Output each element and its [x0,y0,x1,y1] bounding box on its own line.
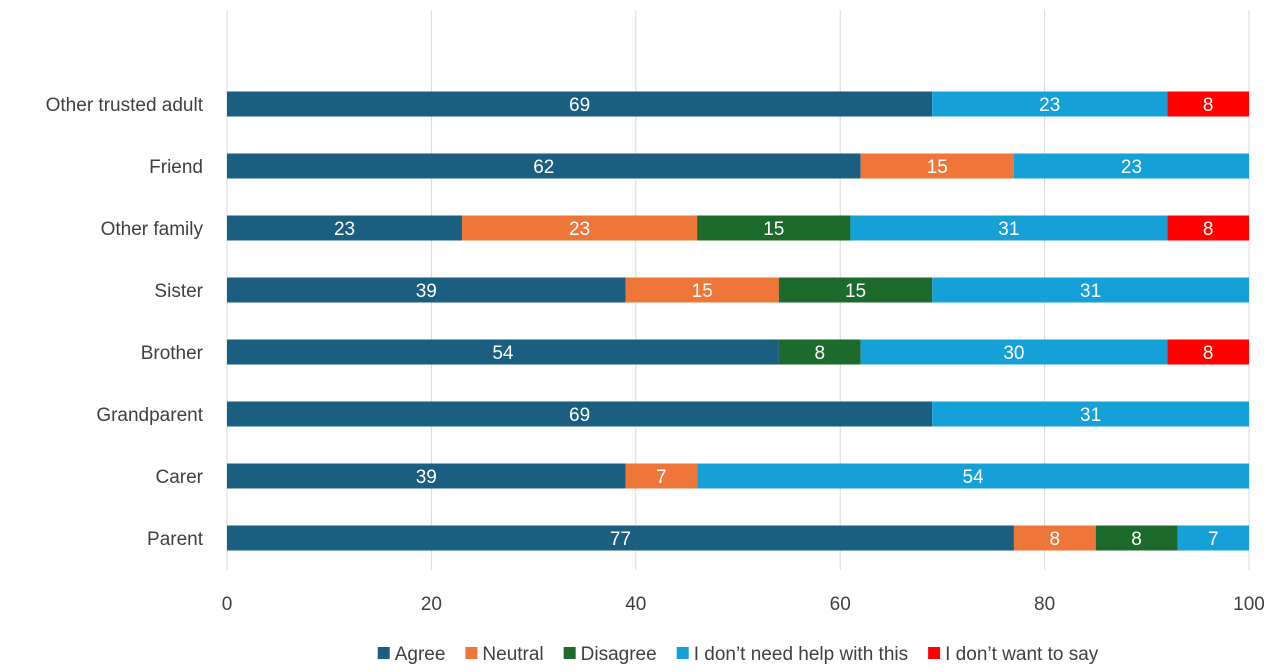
bar-segment [462,215,698,241]
data-label: 8 [814,343,825,364]
x-tick-label: 60 [830,594,851,615]
bar-segment [860,339,1168,365]
data-label: 31 [998,219,1019,240]
data-label: 23 [334,219,355,240]
bar-segment [227,401,933,427]
bar-segment [625,463,698,489]
legend-swatch [465,647,478,659]
bar-segment [1013,525,1096,551]
legend-swatch [377,647,390,659]
data-label: 8 [1050,529,1061,550]
data-label: 69 [569,405,590,426]
x-tick-label: 20 [421,594,442,615]
category-label: Friend [149,157,203,178]
data-label: 30 [1003,343,1024,364]
legend-label: I don’t need help with this [694,644,908,665]
bar-segment [778,339,861,365]
data-labels: 77 8 8 7 39 7 54 69 31 54 8 30 8 39 15 15 31 23 23 15 31 8 62 1… [334,95,1219,550]
bar-segment [932,91,1168,117]
data-label: 23 [1121,157,1142,178]
legend-label: Neutral [482,644,543,665]
bar-segment [227,91,933,117]
bars [227,91,1249,551]
bar-segment [778,277,933,303]
bar-segment [625,277,779,303]
data-label: 31 [1080,281,1101,302]
bar-segment [850,215,1168,241]
legend-item: Disagree [563,644,657,665]
bar-segment [697,215,851,241]
data-label: 8 [1203,95,1214,116]
data-label: 54 [492,343,514,364]
data-label: 31 [1080,405,1101,426]
legend-label: Disagree [581,644,657,665]
data-label: 8 [1203,343,1214,364]
legend-item: Neutral [465,644,544,665]
data-label: 15 [692,281,713,302]
bar-segment [227,215,463,241]
data-label: 54 [962,467,984,488]
category-label: Brother [141,343,204,364]
bar-segment [1177,525,1249,551]
bar-segment [1167,339,1249,365]
bar-segment [860,153,1014,179]
data-label: 23 [1039,95,1060,116]
data-label: 62 [533,157,554,178]
bar-segment [227,153,861,179]
legend-swatch [676,647,689,659]
legend-item: I don’t want to say [928,644,1099,665]
category-axis: Parent Carer Grandparent Brother Sister Other… [46,95,204,550]
bar-segment [227,277,626,303]
data-label: 7 [656,467,667,488]
data-label: 8 [1131,529,1142,550]
category-label: Parent [147,529,204,550]
bar-segment [227,463,626,489]
bar-segment [932,277,1249,303]
data-label: 15 [763,219,784,240]
x-tick-label: 80 [1034,594,1055,615]
data-label: 8 [1203,219,1214,240]
category-label: Sister [154,281,203,302]
x-tick-label: 100 [1233,594,1265,615]
legend-label: Agree [395,644,446,665]
data-label: 69 [569,95,590,116]
legend-item: Agree [377,644,446,665]
bar-segment [1013,153,1249,179]
x-tick-label: 40 [625,594,646,615]
data-label: 15 [845,281,866,302]
data-label: 39 [416,281,437,302]
x-tick-label: 0 [222,594,233,615]
legend-label: I don’t want to say [945,644,1099,665]
value-axis: 0 20 40 60 80 100 [222,594,1265,615]
legend-swatch [563,647,576,659]
category-label: Carer [155,467,203,488]
category-label: Grandparent [96,405,203,426]
legend-swatch [928,647,941,659]
data-label: 23 [569,219,590,240]
bar-segment [932,401,1249,427]
bar-segment [1095,525,1178,551]
bar-segment [1167,215,1249,241]
category-label: Other family [101,219,204,240]
bar-segment [227,339,779,365]
data-label: 7 [1208,529,1219,550]
bar-segment [697,463,1249,489]
data-label: 77 [610,529,631,550]
category-label: Other trusted adult [46,95,204,116]
bar-segment [227,525,1014,551]
legend: Agree Neutral Disagree I don’t need help wi… [377,644,1099,665]
bar-segment [1167,91,1249,117]
legend-item: I don’t need help with this [676,644,908,665]
data-label: 39 [416,467,437,488]
data-label: 15 [927,157,948,178]
